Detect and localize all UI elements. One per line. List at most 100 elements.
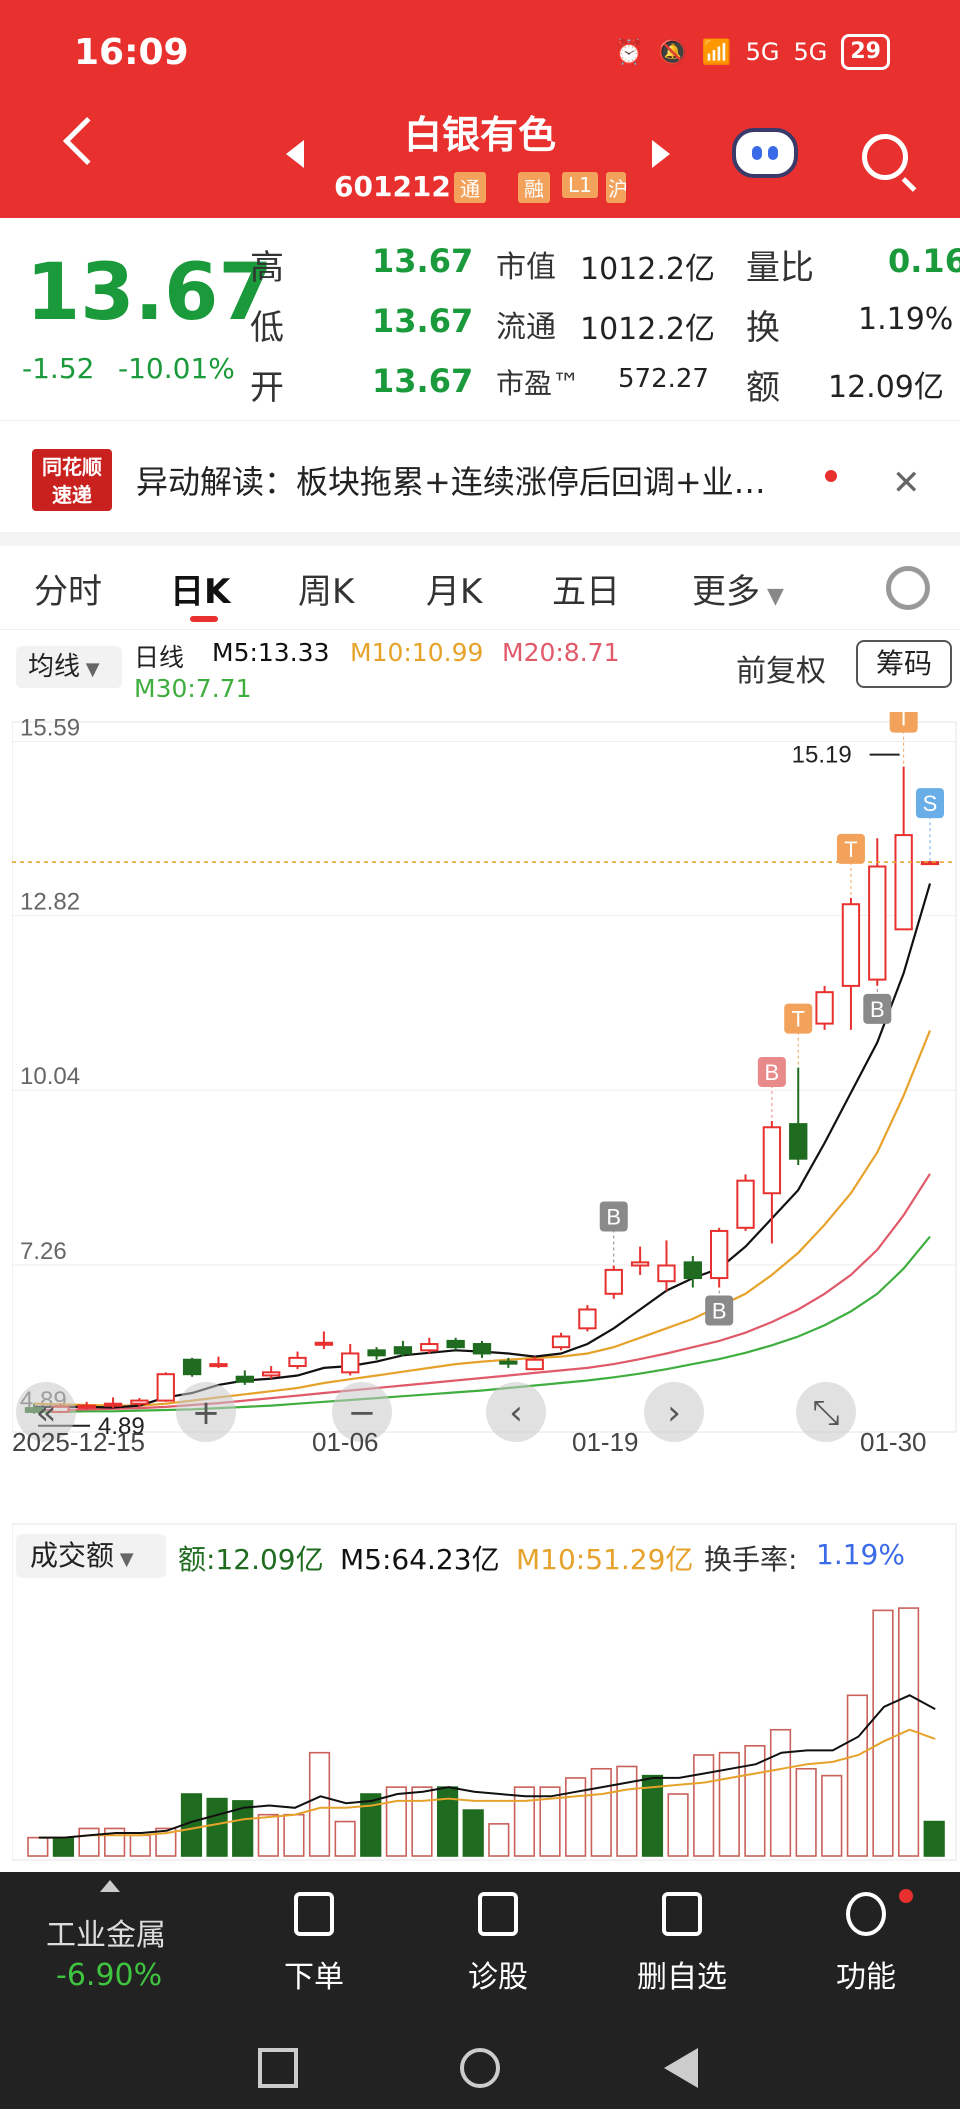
indicator-select[interactable]: 均线 ▼ (16, 646, 122, 688)
pe-value: 572.27 (618, 364, 709, 394)
zoom-out-icon[interactable]: − (332, 1382, 392, 1442)
candle-body (130, 1399, 149, 1405)
function-badge-icon (899, 1889, 913, 1903)
control-glyph: − (348, 1393, 377, 1433)
scroll-left-icon[interactable]: « (16, 1382, 76, 1442)
collapse-up-icon[interactable] (100, 1880, 120, 1892)
signal-marker-label: B (870, 997, 885, 1022)
signal-marker (916, 788, 944, 819)
amount-value: 12.09亿 (828, 370, 944, 405)
tab-monthly-k[interactable]: 月K (426, 572, 483, 612)
ma30-label: M30:7.71 (134, 674, 252, 703)
tab-intraday[interactable]: 分时 (34, 572, 102, 612)
volume-bar (872, 1609, 894, 1857)
candle-body (393, 1346, 413, 1355)
volume-bar (693, 1754, 715, 1857)
control-circle (16, 1382, 76, 1442)
candle-body (209, 1363, 228, 1368)
x-tick-label: 01-30 (860, 1427, 927, 1452)
candlestick-chart[interactable]: 15.5912.8210.047.264.89BBBTTBTS15.194.89… (12, 712, 960, 1452)
nav-diagnose[interactable]: 诊股 (408, 1872, 588, 2032)
wifi-icon: 📶 (701, 38, 732, 66)
volume-bar (436, 1786, 459, 1857)
signal-marker-label: B (712, 1298, 727, 1323)
prev-icon[interactable]: ‹ (486, 1382, 546, 1442)
signal-marker (863, 993, 892, 1024)
control-circle (486, 1382, 546, 1442)
news-notice[interactable]: 同花顺 速递 异动解读：板块拖累+连续涨停后回调+业… ✕ (0, 420, 960, 532)
chip-button[interactable]: 筹码 (856, 640, 952, 688)
chevron-down-icon: ▼ (760, 584, 784, 609)
signal-marker-label: B (765, 1060, 780, 1085)
volume-bar (539, 1786, 561, 1857)
zoom-in-icon[interactable]: + (176, 1382, 236, 1442)
close-icon[interactable]: ✕ (892, 463, 921, 503)
volume-bar (411, 1786, 433, 1857)
signal-marker (784, 1003, 813, 1034)
tab-more[interactable]: 更多 ▼ (692, 564, 784, 613)
volume-legend: 成交额 ▼ 额:12.09亿 M5:64.23亿 M10:51.29亿 换手率:… (0, 1522, 960, 1582)
control-glyph: › (667, 1393, 681, 1433)
next-icon[interactable]: › (644, 1382, 704, 1442)
signal-marker-label: T (844, 837, 857, 862)
y-tick-label: 7.26 (20, 1238, 67, 1265)
volume-indicator-select[interactable]: 成交额 ▼ (16, 1534, 166, 1578)
signal-marker-label: T (792, 1007, 805, 1032)
logo-line-2: 速递 (52, 483, 92, 507)
fullscreen-icon[interactable]: ⤡ (796, 1382, 856, 1442)
app-header: 16:09 ⏰ 🔕 📶 5G 5G 29 白银有色 601212 通 融 L1 … (0, 0, 960, 218)
gear-icon[interactable] (886, 566, 930, 610)
status-icons: ⏰ 🔕 📶 5G 5G 29 (614, 34, 890, 70)
high-label: 高 (250, 248, 284, 288)
home-icon[interactable] (460, 2048, 500, 2088)
volume-bar (78, 1827, 100, 1857)
candle-body (578, 1308, 597, 1330)
volume-bar (385, 1786, 407, 1857)
open-value: 13.67 (372, 362, 474, 400)
tag-l1: L1 (562, 172, 598, 198)
signal-marker (757, 1056, 786, 1087)
volume-bar (334, 1820, 356, 1857)
candle-body (182, 1358, 202, 1376)
ma10-label: M10:10.99 (350, 638, 484, 667)
control-glyph: ⤡ (812, 1393, 839, 1433)
signal-marker (889, 712, 918, 733)
system-back-icon[interactable] (664, 2048, 698, 2088)
candle-body (341, 1352, 360, 1374)
tab-five-day[interactable]: 五日 (552, 572, 620, 612)
nav-remove-watchlist[interactable]: 删自选 (592, 1872, 772, 2032)
candle-body (314, 1341, 334, 1346)
volume-bar (641, 1774, 664, 1857)
adjust-button[interactable]: 前复权 (736, 654, 826, 689)
search-icon[interactable] (862, 134, 908, 180)
tag-tong: 通 (454, 172, 486, 203)
status-time: 16:09 (74, 32, 189, 73)
nav-order[interactable]: 下单 (224, 1872, 404, 2032)
control-glyph: ‹ (509, 1393, 523, 1433)
next-stock-icon[interactable] (652, 140, 670, 168)
volume-bar (590, 1767, 612, 1857)
volume-bar (52, 1836, 75, 1857)
volume-frame (12, 1523, 957, 1861)
candle-body (262, 1371, 281, 1377)
volume-bar (308, 1751, 331, 1857)
price-change: -1.52 (22, 352, 95, 385)
unread-dot-icon (825, 470, 837, 482)
turnover-rate-label: 换手率: (704, 1543, 798, 1576)
candle-body (288, 1356, 307, 1368)
remove-watchlist-icon (662, 1892, 702, 1936)
tab-daily-k[interactable]: 日K (170, 572, 231, 612)
nav-functions[interactable]: 功能 (776, 1872, 956, 2032)
tab-weekly-k[interactable]: 周K (298, 572, 355, 612)
pe-label: 市盈™ (496, 367, 581, 400)
recent-apps-icon[interactable] (258, 2048, 298, 2088)
mktcap-value: 1012.2亿 (580, 252, 715, 287)
volume-bar (821, 1774, 843, 1857)
x-axis: 2025-12-15 01-06 01-19 01-30 (12, 1427, 927, 1452)
volume-amount: 额:12.09亿 (178, 1543, 324, 1576)
volume-bar (667, 1793, 689, 1857)
diagnose-icon (478, 1892, 518, 1936)
prev-stock-icon[interactable] (286, 140, 304, 168)
sector-name[interactable]: 工业金属 (46, 1918, 166, 1953)
robot-assistant-icon[interactable] (732, 128, 798, 178)
